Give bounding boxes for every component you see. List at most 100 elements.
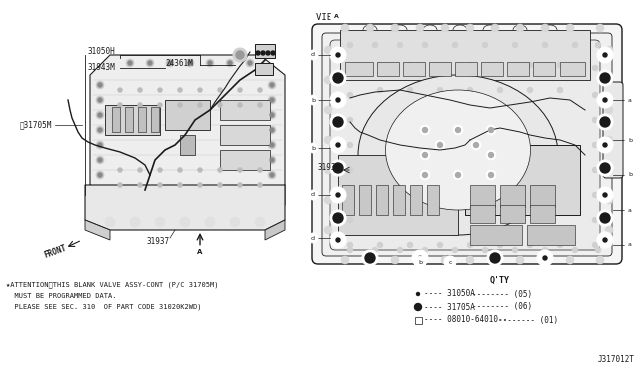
Circle shape <box>600 190 610 200</box>
Circle shape <box>466 24 474 32</box>
Circle shape <box>118 167 122 173</box>
Circle shape <box>138 87 143 93</box>
Bar <box>415 317 422 324</box>
Circle shape <box>166 59 174 67</box>
Circle shape <box>415 253 425 263</box>
Text: ---- 08010-64010--: ---- 08010-64010-- <box>424 315 508 324</box>
Bar <box>345 62 373 76</box>
Text: d: d <box>311 52 315 58</box>
Circle shape <box>467 62 473 68</box>
Circle shape <box>308 50 318 60</box>
Circle shape <box>422 173 428 177</box>
Bar <box>377 62 399 76</box>
Text: VIEW: VIEW <box>316 13 343 22</box>
Circle shape <box>467 87 473 93</box>
Bar <box>410 185 422 215</box>
Circle shape <box>603 238 607 242</box>
Circle shape <box>452 247 458 253</box>
Circle shape <box>437 242 443 248</box>
Circle shape <box>96 141 104 149</box>
Circle shape <box>415 304 422 311</box>
Circle shape <box>98 128 102 132</box>
Circle shape <box>336 193 340 197</box>
Text: 31937: 31937 <box>318 164 341 173</box>
Text: -------- (01): -------- (01) <box>499 315 559 324</box>
Circle shape <box>490 253 500 263</box>
Circle shape <box>118 103 122 108</box>
Circle shape <box>138 103 143 108</box>
Circle shape <box>347 192 353 198</box>
Text: c: c <box>448 260 452 264</box>
Circle shape <box>422 42 428 48</box>
Circle shape <box>603 143 607 147</box>
Circle shape <box>198 183 202 187</box>
Circle shape <box>488 153 493 157</box>
Circle shape <box>330 210 346 226</box>
Circle shape <box>597 47 613 63</box>
Circle shape <box>441 256 449 264</box>
Circle shape <box>527 242 533 248</box>
Circle shape <box>218 103 223 108</box>
Circle shape <box>177 183 182 187</box>
Circle shape <box>415 291 421 297</box>
Bar <box>376 185 388 215</box>
Circle shape <box>625 170 635 180</box>
FancyBboxPatch shape <box>330 40 600 250</box>
Bar <box>470 205 495 223</box>
Text: b: b <box>628 173 632 177</box>
Circle shape <box>330 114 346 130</box>
Circle shape <box>541 256 549 264</box>
Circle shape <box>257 167 262 173</box>
Circle shape <box>391 24 399 32</box>
Circle shape <box>377 87 383 93</box>
Circle shape <box>324 76 332 84</box>
Text: b: b <box>628 138 632 142</box>
Circle shape <box>333 140 343 150</box>
Polygon shape <box>85 185 285 230</box>
Circle shape <box>157 167 163 173</box>
Ellipse shape <box>358 75 558 235</box>
Circle shape <box>146 59 154 67</box>
Bar <box>530 185 555 207</box>
Circle shape <box>595 42 601 48</box>
Circle shape <box>596 24 604 32</box>
Circle shape <box>324 166 332 174</box>
Circle shape <box>456 128 461 132</box>
Circle shape <box>324 106 332 114</box>
Circle shape <box>226 59 234 67</box>
Bar <box>180 135 195 155</box>
Bar <box>470 225 522 245</box>
Polygon shape <box>265 220 285 240</box>
Text: ★ATTENTION：THIS BLANK VALVE ASSY-CONT (P/C 31705M): ★ATTENTION：THIS BLANK VALVE ASSY-CONT (P… <box>6 282 218 288</box>
Circle shape <box>605 226 613 234</box>
Circle shape <box>497 87 503 93</box>
Bar <box>500 185 525 207</box>
Circle shape <box>600 117 610 127</box>
Circle shape <box>126 59 134 67</box>
Bar <box>481 62 503 76</box>
Circle shape <box>230 217 240 227</box>
Circle shape <box>592 65 598 71</box>
Text: FRONT: FRONT <box>43 244 67 260</box>
Circle shape <box>512 42 518 48</box>
Text: A: A <box>333 15 339 19</box>
Circle shape <box>362 250 378 266</box>
Circle shape <box>333 95 343 105</box>
Circle shape <box>516 24 524 32</box>
Circle shape <box>268 126 276 134</box>
Circle shape <box>248 61 252 65</box>
Circle shape <box>600 163 610 173</box>
Circle shape <box>198 103 202 108</box>
Circle shape <box>416 256 424 264</box>
Circle shape <box>324 136 332 144</box>
Text: ☶31705M: ☶31705M <box>20 121 52 129</box>
Circle shape <box>512 247 518 253</box>
Circle shape <box>118 183 122 187</box>
Circle shape <box>600 50 610 60</box>
Bar <box>427 185 439 215</box>
Circle shape <box>157 103 163 108</box>
Circle shape <box>96 111 104 119</box>
Circle shape <box>347 167 353 173</box>
Bar <box>165 100 210 130</box>
FancyBboxPatch shape <box>603 82 623 178</box>
